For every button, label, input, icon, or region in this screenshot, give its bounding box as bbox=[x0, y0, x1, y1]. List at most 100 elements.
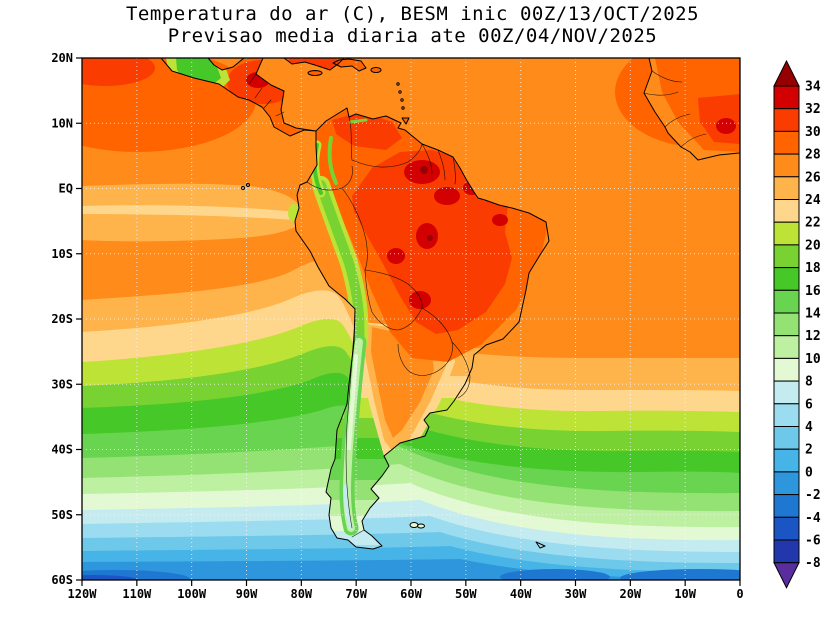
gridlines bbox=[82, 58, 740, 580]
colorbar-tick-label: 12 bbox=[805, 329, 821, 344]
border-africa-4 bbox=[680, 133, 707, 148]
ocean-cold-patch-se bbox=[620, 569, 740, 580]
chart-title-line1: Temperatura do ar (C), BESM inic 00Z/13/… bbox=[125, 3, 700, 25]
border-africa-1 bbox=[651, 70, 683, 83]
hispaniola-outline bbox=[332, 58, 367, 72]
colorbar-arrow-top bbox=[773, 59, 800, 87]
lat-label: 10S bbox=[51, 247, 73, 261]
ocean-cold-core-sw bbox=[82, 575, 140, 580]
colorbar-tick-label: 4 bbox=[805, 420, 813, 435]
colorbar-tick-label: 0 bbox=[805, 465, 813, 480]
ocean-cold-patch-s bbox=[500, 569, 610, 580]
colorbar-segment bbox=[773, 130, 800, 155]
colorbar-tick-label: 2 bbox=[805, 443, 813, 458]
colorbar-tick-label: 6 bbox=[805, 397, 813, 412]
andes-strip-north bbox=[316, 180, 365, 347]
africa-hot-32-34 bbox=[716, 118, 736, 134]
lon-label: 50W bbox=[455, 587, 477, 601]
galapagos-island bbox=[241, 186, 245, 190]
lon-label: 90W bbox=[236, 587, 258, 601]
border-paraguay-argentina bbox=[397, 343, 443, 376]
galapagos-island bbox=[246, 183, 250, 187]
colorbar-tick-label: 34 bbox=[805, 80, 821, 95]
lat-label: 50S bbox=[51, 508, 73, 522]
border-bolivia-brazil bbox=[364, 269, 423, 309]
lon-label: 110W bbox=[122, 587, 152, 601]
lon-label: 10W bbox=[674, 587, 696, 601]
colorbar-tick-label: 18 bbox=[805, 261, 821, 276]
lat-label: 20N bbox=[51, 51, 73, 65]
colorbar-segment bbox=[773, 108, 800, 132]
colorbar-segment bbox=[773, 357, 800, 382]
lon-label: 40W bbox=[510, 587, 532, 601]
africa-coastline bbox=[643, 58, 740, 161]
colorbar-tick-label: 8 bbox=[805, 375, 813, 390]
border-peru-brazil bbox=[341, 187, 368, 271]
lat-label: 10N bbox=[51, 116, 73, 130]
colorbar-arrow-bottom bbox=[773, 562, 800, 589]
colorbar-segment bbox=[773, 448, 800, 473]
colorbar-segment bbox=[773, 289, 800, 314]
border-colombia-venezuela bbox=[348, 116, 353, 161]
border-chile-argentina bbox=[345, 319, 356, 529]
antilles-island bbox=[398, 90, 402, 94]
border-africa-3 bbox=[664, 113, 691, 128]
hot-spot-32-34 bbox=[416, 223, 438, 249]
andes-cold-core bbox=[347, 354, 358, 450]
antilles-island bbox=[396, 82, 400, 86]
colorbar-tick-label: 10 bbox=[805, 352, 821, 367]
ocean-equatorial-tongue-22-24 bbox=[82, 205, 296, 220]
colorbar-tick-label: 28 bbox=[805, 148, 821, 163]
south-georgia-outline bbox=[535, 541, 546, 549]
lon-label: 30W bbox=[565, 587, 587, 601]
border-guyana bbox=[421, 143, 433, 175]
plot-area bbox=[82, 58, 740, 580]
colorbar-tick-label: 24 bbox=[805, 193, 821, 208]
puerto-rico-outline bbox=[370, 67, 382, 73]
lon-label: 0 bbox=[736, 587, 743, 601]
lon-label: 80W bbox=[290, 587, 312, 601]
borders-central-america bbox=[248, 73, 285, 117]
hot-spot-32-34 bbox=[434, 187, 460, 205]
jamaica-outline bbox=[307, 70, 323, 76]
colorbar-tick-label: 14 bbox=[805, 307, 821, 322]
colorbar-tick-label: 20 bbox=[805, 238, 821, 253]
colorbar-tick-label: 30 bbox=[805, 125, 821, 140]
border-brazil-uruguay bbox=[451, 341, 471, 399]
magellan-strait bbox=[351, 529, 365, 538]
antilles-island bbox=[401, 106, 405, 110]
hot-spot-32-34 bbox=[492, 214, 508, 226]
colorbar-tick-label: -4 bbox=[805, 511, 821, 526]
colorbar-segment bbox=[773, 176, 800, 201]
lat-label: 40S bbox=[51, 443, 73, 457]
hot-spot-32-34 bbox=[387, 248, 405, 264]
chart-title-line2: Previsao media diaria ate 00Z/04/NOV/202… bbox=[167, 25, 658, 47]
colorbar-segment bbox=[773, 494, 800, 518]
colorbar-tick-label: 32 bbox=[805, 102, 821, 117]
colorbar-segment bbox=[773, 153, 800, 178]
hot-spot-gt34 bbox=[427, 235, 433, 241]
border-guiana bbox=[452, 156, 456, 185]
colorbar-segment bbox=[773, 244, 800, 269]
lat-label: 60S bbox=[51, 573, 73, 587]
lon-label: 120W bbox=[68, 587, 98, 601]
colorbar-segment bbox=[773, 312, 800, 337]
coastlines bbox=[160, 58, 740, 550]
lat-label: 20S bbox=[51, 312, 73, 326]
colorbar-tick-label: 26 bbox=[805, 170, 821, 185]
venezuela-coastal-range bbox=[348, 118, 368, 124]
lon-label: 20W bbox=[619, 587, 641, 601]
colorbar-segment bbox=[773, 426, 800, 450]
south-america-coastline bbox=[294, 107, 550, 550]
border-bolivia-south bbox=[364, 269, 423, 331]
patagonia-ice-cold-core bbox=[343, 484, 353, 530]
border-suriname bbox=[437, 149, 446, 181]
central-america-coastline bbox=[160, 58, 317, 137]
colorbar-tick-label: -6 bbox=[805, 534, 821, 549]
colorbar-segment bbox=[773, 85, 800, 110]
border-venezuela-brazil bbox=[351, 143, 423, 168]
colorbar-tick-label: -8 bbox=[805, 556, 821, 571]
